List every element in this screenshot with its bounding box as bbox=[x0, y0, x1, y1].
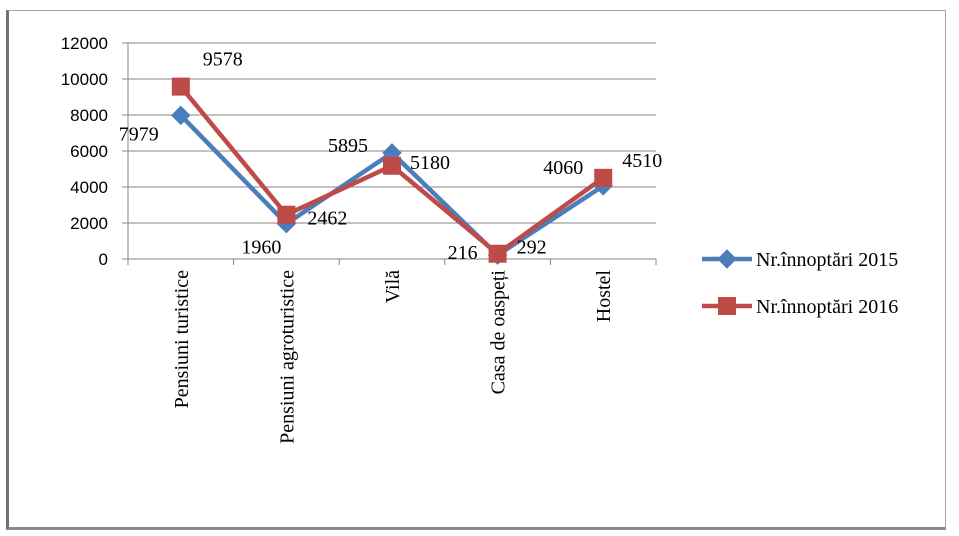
y-tick-label: 6000 bbox=[70, 142, 108, 161]
square-marker bbox=[488, 244, 507, 263]
data-labels: 7979 1960 5895 216 4060 9578 2462 5180 292 4510 bbox=[119, 49, 662, 265]
diamond-marker bbox=[171, 105, 191, 126]
series-line bbox=[178, 113, 606, 258]
diamond-marker bbox=[717, 249, 737, 269]
chart-frame bbox=[6, 10, 946, 530]
axes bbox=[127, 43, 656, 260]
legend-label: Nr.înnoptări 2015 bbox=[756, 249, 898, 271]
legend-label: Nr.înnoptări 2016 bbox=[756, 296, 898, 318]
data-label: 1960 bbox=[241, 237, 281, 259]
legend: Nr.înnoptări 2015 Nr.înnoptări 2016 bbox=[702, 249, 898, 318]
y-tick-labels: 0 2000 4000 6000 8000 10000 12000 bbox=[61, 34, 108, 269]
square-marker bbox=[718, 297, 736, 315]
y-tick-label: 2000 bbox=[70, 214, 108, 233]
data-label: 5180 bbox=[410, 152, 450, 174]
data-label: 4510 bbox=[622, 150, 662, 172]
y-tick-label: 12000 bbox=[61, 34, 108, 53]
data-label: 2462 bbox=[307, 208, 347, 230]
data-label: 4060 bbox=[543, 157, 583, 179]
data-label: 9578 bbox=[203, 49, 243, 71]
x-tick-label: Hostel bbox=[593, 270, 615, 323]
data-label: 216 bbox=[448, 242, 478, 264]
series-markers bbox=[171, 77, 613, 265]
x-tick-label: Pensiuni turistice bbox=[171, 270, 193, 408]
square-marker bbox=[171, 77, 190, 96]
data-label: 7979 bbox=[119, 123, 159, 145]
y-tick-label: 0 bbox=[99, 250, 108, 269]
square-marker bbox=[594, 168, 613, 187]
square-marker bbox=[383, 156, 401, 175]
y-tick-label: 8000 bbox=[70, 106, 108, 125]
x-tick-labels: Pensiuni turistice Pensiuni agroturistice… bbox=[171, 270, 615, 444]
x-tick-label: Casa de oaspeți bbox=[488, 270, 510, 395]
x-tick-label: Vilă bbox=[382, 270, 404, 303]
data-label: 5895 bbox=[328, 135, 368, 157]
square-marker bbox=[277, 205, 296, 224]
y-tick-label: 4000 bbox=[70, 178, 108, 197]
y-tick-label: 10000 bbox=[61, 70, 108, 89]
data-label: 292 bbox=[517, 237, 547, 259]
x-tick-label: Pensiuni agroturistice bbox=[276, 270, 298, 444]
